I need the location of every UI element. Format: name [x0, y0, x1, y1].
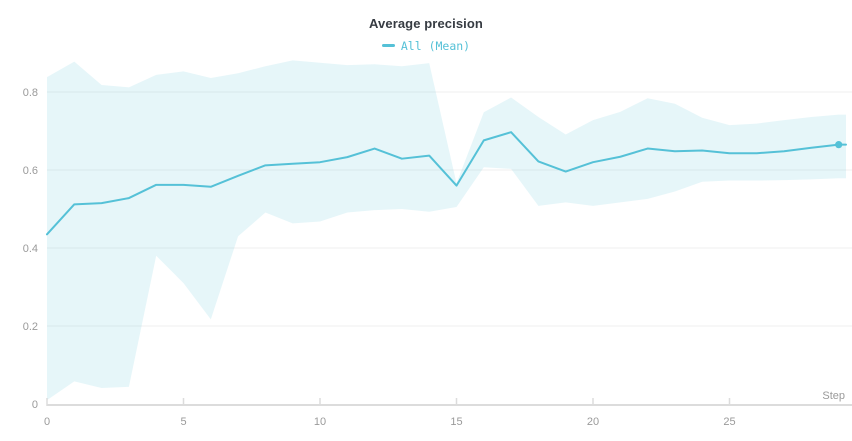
chart-title: Average precision: [369, 16, 483, 31]
svg-text:20: 20: [587, 416, 599, 428]
legend-label: All (Mean): [400, 38, 471, 53]
last-point-dot[interactable]: [835, 141, 843, 149]
svg-text:0.8: 0.8: [23, 87, 38, 99]
legend: All (Mean): [0, 36, 852, 53]
svg-text:10: 10: [314, 416, 326, 428]
y-gridlines: [47, 91, 852, 327]
svg-text:0.6: 0.6: [23, 165, 38, 177]
svg-text:25: 25: [723, 416, 735, 428]
mean-line: [46, 131, 847, 236]
svg-text:0: 0: [44, 416, 50, 428]
legend-item-all-mean: All (Mean): [381, 38, 471, 53]
svg-text:0.4: 0.4: [23, 243, 38, 255]
step-axis-label: Step: [822, 390, 845, 402]
svg-text:0.2: 0.2: [23, 321, 38, 333]
svg-text:5: 5: [180, 416, 186, 428]
y-tick-labels: 0 0.2 0.4 0.6 0.8: [23, 87, 38, 411]
svg-text:0: 0: [32, 399, 38, 411]
legend-line-swatch-icon: [381, 44, 395, 47]
svg-text:15: 15: [450, 416, 462, 428]
confidence-band: [47, 60, 846, 401]
x-tick-labels: 0 5 10 15 20 25: [44, 398, 736, 428]
